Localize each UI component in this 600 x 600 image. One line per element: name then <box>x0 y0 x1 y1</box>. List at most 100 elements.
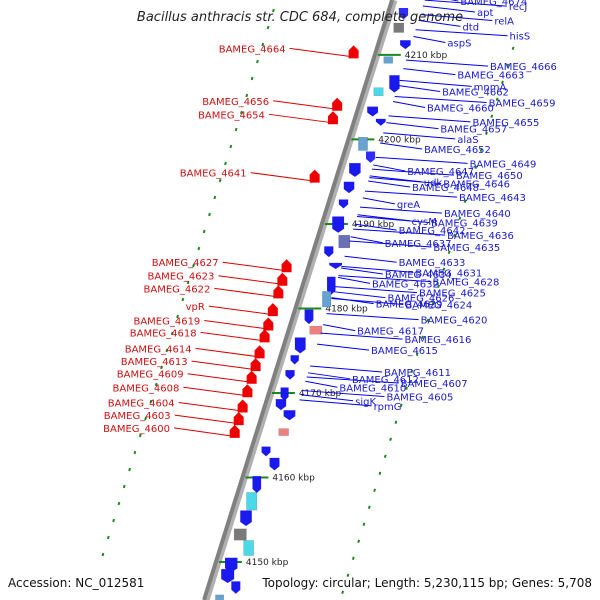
gene-arrow-forward <box>262 447 271 457</box>
leader-forward <box>398 85 440 91</box>
gene-label-forward[interactable]: BAMEG_4628 <box>433 278 500 289</box>
gene-label-reverse[interactable]: BAMEG_4656 <box>202 97 269 108</box>
gene-block <box>279 429 289 436</box>
leader-reverse <box>183 387 243 395</box>
guide-dot-left <box>268 26 269 29</box>
guide-dot-left <box>252 77 253 80</box>
gene-label-forward[interactable]: BAMEG_4636 <box>447 231 514 242</box>
leader-reverse <box>223 262 283 270</box>
gene-arrow-reverse <box>260 329 270 342</box>
gene-arrow-reverse <box>349 45 359 58</box>
gene-label-reverse[interactable]: BAMEG_4641 <box>180 169 247 180</box>
gene-label-reverse[interactable]: BAMEG_4603 <box>104 411 171 422</box>
gene-block <box>234 529 246 540</box>
gene-arrow-forward <box>291 355 299 364</box>
leader-forward <box>338 277 370 283</box>
accession-text: Accession: NC_012581 <box>8 576 144 590</box>
gene-label-forward[interactable]: BAMEG_4616 <box>404 335 471 346</box>
gene-arrow-reverse <box>277 273 287 286</box>
guide-dot-left <box>204 230 205 233</box>
gene-arrow-reverse <box>263 318 273 331</box>
guide-dot-right <box>364 523 365 526</box>
gene-label-forward[interactable]: rpmG <box>374 402 402 413</box>
gene-arrow-forward <box>400 40 410 49</box>
gene-label-forward[interactable]: aspS <box>447 38 471 49</box>
leader-forward <box>332 298 374 304</box>
leader-reverse <box>201 332 261 340</box>
gene-arrow-forward <box>270 458 280 470</box>
gene-block <box>247 492 257 510</box>
gene-arrow-forward <box>252 476 261 493</box>
gene-label-reverse[interactable]: BAMEG_4627 <box>152 258 219 269</box>
gene-label-forward[interactable]: BAMEG_4615 <box>371 346 438 357</box>
gene-label-reverse[interactable]: BAMEG_4622 <box>144 284 211 295</box>
gene-label-reverse[interactable]: BAMEG_4600 <box>103 424 170 435</box>
gene-label-forward[interactable]: BAMEG_4659 <box>489 98 556 109</box>
gene-label-reverse[interactable]: BAMEG_4654 <box>198 110 265 121</box>
gene-block <box>310 326 322 334</box>
gene-arrow-reverse <box>247 371 257 384</box>
leader-reverse <box>251 173 311 181</box>
gene-arrow-reverse <box>310 170 320 183</box>
leader-forward <box>327 314 419 320</box>
gene-label-forward[interactable]: hisS <box>510 32 531 43</box>
leader-forward <box>363 198 395 204</box>
gene-arrow-reverse <box>268 303 278 316</box>
gene-label-forward[interactable]: BAMEG_4662 <box>442 87 509 98</box>
gene-label-forward[interactable]: BAMEG_4660 <box>427 104 494 115</box>
leader-forward <box>368 181 410 187</box>
leader-reverse <box>209 306 269 314</box>
gene-label-reverse[interactable]: BAMEG_4619 <box>133 317 200 328</box>
gene-label-reverse[interactable]: BAMEG_4608 <box>113 383 180 394</box>
leader-forward <box>413 36 445 42</box>
leader-forward <box>305 381 337 387</box>
scale-tick-label: 4180 kbp <box>325 304 368 314</box>
leader-reverse <box>269 114 329 122</box>
guide-dot-right <box>358 540 359 543</box>
leader-reverse <box>192 361 252 369</box>
gene-block <box>374 88 383 96</box>
guide-dot-left <box>124 485 125 488</box>
gene-block <box>244 540 254 555</box>
leader-forward <box>403 69 455 75</box>
guide-dot-right <box>513 47 514 50</box>
gene-label-forward[interactable]: greA <box>397 200 420 211</box>
gene-label-forward[interactable]: BAMEG_4652 <box>424 145 491 156</box>
gene-arrow-forward <box>324 246 333 257</box>
gene-label-reverse[interactable]: vpR <box>186 302 205 313</box>
gene-arrow-forward <box>366 151 375 162</box>
gene-label-reverse[interactable]: BAMEG_4604 <box>108 398 175 409</box>
gene-label-forward[interactable]: BAMEG_4629 <box>376 300 443 311</box>
gene-arrow-forward <box>367 107 378 117</box>
gene-label-reverse[interactable]: BAMEG_4618 <box>130 328 197 339</box>
gene-label-reverse[interactable]: BAMEG_4613 <box>121 357 188 368</box>
gene-label-forward[interactable]: BAMEG_4663 <box>457 71 524 82</box>
gene-label-forward[interactable]: BAMEG_4607 <box>401 379 468 390</box>
gene-label-forward[interactable]: BAMEG_4643 <box>459 193 526 204</box>
gene-label-reverse[interactable]: BAMEG_4609 <box>117 370 184 381</box>
gene-label-forward[interactable]: BAMEG_4649 <box>470 159 537 170</box>
guide-dot-left <box>103 553 104 556</box>
gene-arrow-forward <box>376 119 386 126</box>
genome-map: 4210 kbp4200 kbp4190 kbp4180 kbp4170 kbp… <box>0 0 600 600</box>
guide-dot-right <box>369 506 370 509</box>
gene-label-reverse[interactable]: BAMEG_4614 <box>125 344 192 355</box>
gene-label-forward[interactable]: BAMEG_4635 <box>433 243 500 254</box>
guide-dot-right <box>379 472 380 475</box>
gene-arrow-reverse <box>238 399 248 412</box>
guide-dot-left <box>236 128 237 131</box>
gene-label-forward[interactable]: BAMEG_4620 <box>421 316 488 327</box>
gene-label-reverse[interactable]: BAMEG_4664 <box>219 44 286 55</box>
leader-reverse <box>196 348 256 356</box>
guide-dot-left <box>113 519 114 522</box>
gene-label-reverse[interactable]: BAMEG_4623 <box>147 272 214 283</box>
guide-dot-right <box>395 421 396 424</box>
guide-dot-left <box>182 298 183 301</box>
gene-arrow-reverse <box>255 345 265 358</box>
guide-dot-right <box>385 455 386 458</box>
gene-arrow-reverse <box>251 358 261 371</box>
guide-dot-left <box>257 60 258 63</box>
leader-forward <box>386 123 438 129</box>
scale-tick-label: 4150 kbp <box>246 558 289 568</box>
